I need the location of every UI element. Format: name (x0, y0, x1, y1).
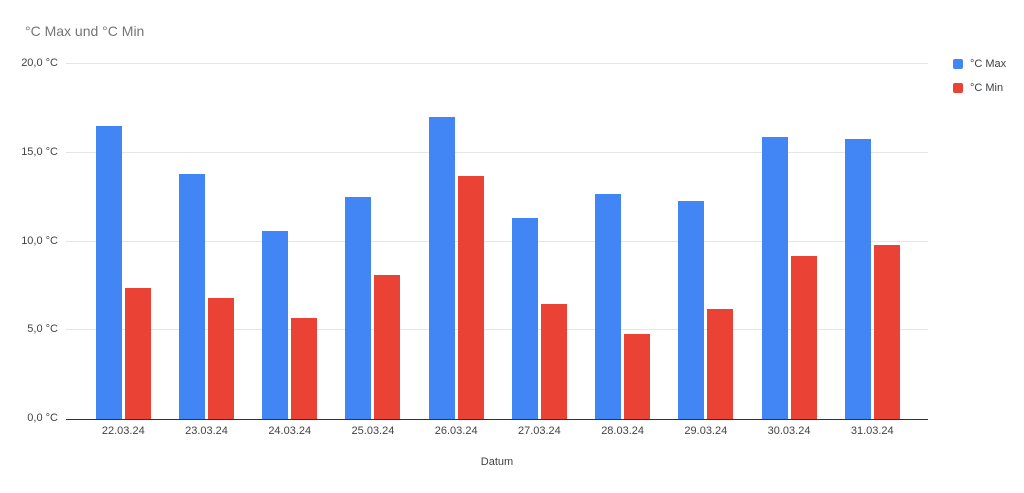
bar-max (345, 197, 372, 419)
x-tick-label: 28.03.24 (601, 425, 645, 437)
bar-min (208, 298, 235, 419)
bar-min (707, 308, 734, 419)
y-tick-label: 0,0 °C (27, 412, 58, 424)
x-tick-label: 29.03.24 (684, 425, 728, 437)
bar-max (511, 218, 538, 419)
bar-max (428, 117, 455, 419)
x-tick-label: 22.03.24 (101, 425, 145, 437)
gridline (66, 329, 928, 331)
bar-max (95, 126, 122, 419)
gridline (66, 151, 928, 153)
x-tick-label: 25.03.24 (351, 425, 395, 437)
legend: °C Max °C Min (953, 58, 1006, 106)
x-tick-label: 27.03.24 (517, 425, 561, 437)
x-tick-label: 26.03.24 (434, 425, 478, 437)
bar-min (624, 333, 651, 419)
gridline (66, 240, 928, 242)
x-axis-title: Datum (480, 456, 514, 468)
legend-item-max: °C Max (953, 58, 1006, 70)
bar-max (179, 174, 206, 419)
bar-min (374, 275, 401, 419)
y-tick-label: 5,0 °C (27, 323, 58, 336)
legend-item-min: °C Min (953, 82, 1006, 94)
chart-title: °C Max und °C Min (25, 23, 145, 39)
bar-min (291, 317, 318, 419)
legend-swatch-min-icon (953, 83, 963, 93)
x-tick-label: 30.03.24 (767, 425, 811, 437)
bar-min (790, 255, 817, 419)
y-tick-label: 15,0 °C (21, 145, 58, 158)
bar-max (262, 230, 289, 419)
bar-max (595, 193, 622, 419)
bar-min (873, 245, 900, 419)
legend-swatch-max-icon (953, 59, 963, 69)
y-tick-label: 20,0 °C (21, 57, 58, 69)
plot-area (66, 63, 928, 420)
y-tick-label: 10,0 °C (21, 234, 58, 247)
bar-min (124, 287, 151, 419)
bar-max (678, 200, 705, 419)
x-tick-label: 31.03.24 (850, 425, 894, 437)
bar-min (540, 303, 567, 419)
legend-label-min: °C Min (970, 82, 1004, 94)
gridline (66, 63, 928, 64)
x-tick-label: 23.03.24 (185, 425, 228, 437)
bar-min (457, 175, 484, 419)
bar-max (844, 138, 871, 419)
bar-max (761, 136, 788, 419)
legend-label-max: °C Max (970, 58, 1007, 70)
x-tick-label: 24.03.24 (268, 425, 312, 437)
